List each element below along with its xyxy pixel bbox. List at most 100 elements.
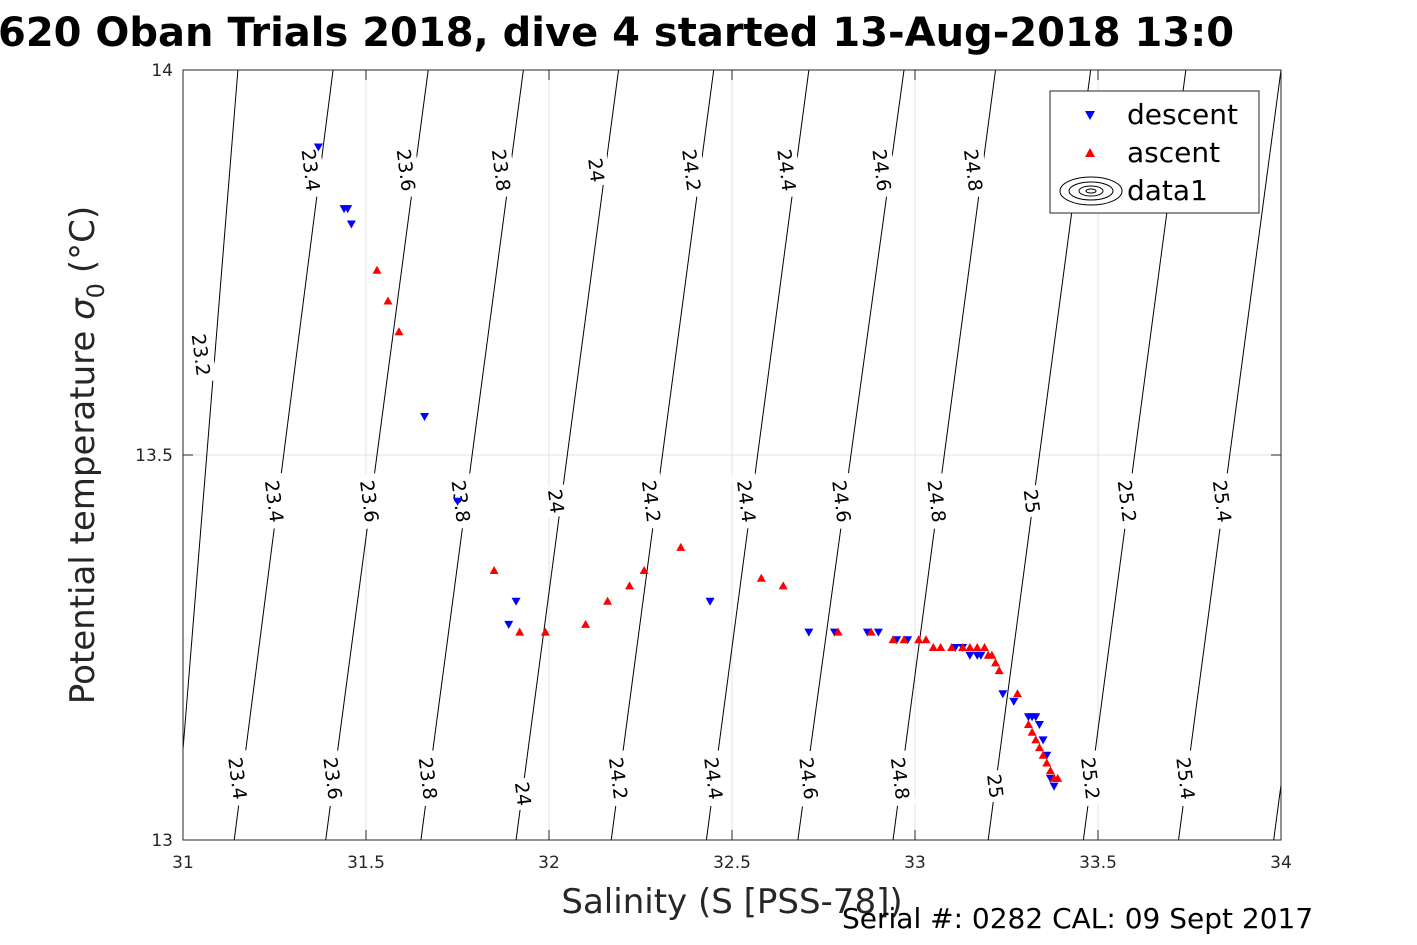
svg-text:24.4: 24.4 [699,756,726,801]
contour-label: 23.6 [317,750,349,807]
svg-text:24: 24 [583,157,608,184]
descent-point [511,597,521,606]
ascent-point [936,643,946,651]
ascent-point [965,643,975,651]
contour-label: 25 [981,769,1010,804]
descent-point [504,620,514,629]
svg-text:24: 24 [510,781,535,808]
contour-label: 24.4 [771,141,803,199]
svg-text:24.4: 24.4 [772,148,799,193]
ascent-point [1034,743,1044,752]
ascent-point [1012,689,1022,698]
svg-text:23.8: 23.8 [414,756,441,801]
contour-label: 25.2 [1111,472,1143,530]
svg-text:25.2: 25.2 [1113,479,1140,524]
descent-point [873,628,883,637]
contour-label: 24 [509,776,538,811]
ascent-point [603,596,613,605]
contour-line [610,70,715,840]
svg-text:23.6: 23.6 [355,479,382,524]
ascent-point [489,566,499,574]
ascent-point [888,635,898,644]
contour-line [420,70,524,840]
descent-point [804,628,814,637]
descent-point [1034,721,1044,729]
ascent-point [676,542,686,551]
descent-point [313,143,323,152]
contour-label: 24.8 [885,750,916,807]
contour-label: 24.6 [826,472,858,530]
descent-point [1038,736,1048,745]
ascent-point [1038,750,1048,759]
contour-label: 24 [542,484,571,519]
contour-label: 23.6 [354,472,385,530]
contour-line [233,70,334,840]
contour-line [515,70,620,840]
contour-line [705,70,810,840]
contour-label: 23.8 [412,750,444,807]
y-axis-label-unit: (°C) [63,206,103,273]
ascent-point [987,650,997,659]
density-contours [183,70,1281,840]
contour-label: 24.8 [921,472,953,530]
svg-text:24.6: 24.6 [794,756,821,801]
x-tick-label: 31 [172,853,194,873]
x-tick-label: 33 [904,853,926,873]
contour-labels: 23.4 23.6 23.8 24 24.2 24.4 24.6 24.8 23.2 23.4 23… [185,141,1238,811]
x-axis-label: Salinity (S [PSS-78]) [561,882,902,922]
legend-ascent-marker [1085,148,1095,157]
contour-label: 25.4 [1207,472,1238,530]
legend-data1-label: data1 [1127,174,1208,207]
axis-ticks: 31 31.5 32 32.5 33 33.5 34 13 13.5 14 [135,61,1292,873]
contour-label: 23.8 [486,141,517,199]
contour-label: 24.6 [866,141,898,199]
svg-text:23.4: 23.4 [223,756,250,801]
contour-label: 24.8 [958,141,989,199]
contour-label: 24 [582,153,611,188]
contour-label: 23.4 [259,472,290,530]
ascent-point [991,658,1001,667]
descent-point [346,220,356,229]
svg-text:24.8: 24.8 [959,148,986,193]
svg-text:24.2: 24.2 [604,756,631,801]
contour-label: 24.2 [603,750,634,807]
svg-text:23.8: 23.8 [487,148,514,193]
ascent-point [1031,735,1041,744]
contour-label: 24.2 [636,472,667,530]
ascent-point [625,581,635,590]
contour-label: 24.2 [676,141,708,199]
ascent-point [383,296,393,305]
x-tick-label: 32.5 [713,853,751,873]
svg-text:25.2: 25.2 [1076,756,1103,801]
contour-label: 24.6 [793,750,825,807]
legend-descent-label: descent [1127,98,1238,131]
chart-title: 620 Oban Trials 2018, dive 4 started 13-… [0,10,1234,56]
contour-label: 25 [1018,484,1046,519]
ascent-point [866,627,876,636]
legend-descent-marker [1085,111,1095,120]
ascent-point [540,627,550,636]
contour-label: 23.8 [445,472,477,530]
contour-line [325,70,429,840]
svg-text:23.4: 23.4 [297,148,324,193]
ascent-point [899,635,909,644]
ascent-point [778,581,788,590]
contour-line [797,70,905,840]
footer-serial: Serial #: 0282 CAL: 09 Sept 2017 [842,902,1313,935]
x-tick-label: 34 [1270,853,1292,873]
ascent-point [372,265,382,274]
ascent-point [921,635,931,644]
y-axis-label: Potential temperature σ0 (°C) [63,206,110,704]
svg-text:25.4: 25.4 [1171,756,1198,801]
contour-label: 23.4 [222,750,254,807]
ascent-point [958,643,968,651]
ascent-point [756,573,766,582]
ascent-point [980,643,990,651]
y-tick-label: 13.5 [135,446,173,466]
contour-line [1273,781,1281,840]
ascent-point [581,619,591,628]
svg-text:24.2: 24.2 [677,148,704,193]
svg-text:23.8: 23.8 [447,479,474,524]
svg-text:25: 25 [1019,488,1044,515]
